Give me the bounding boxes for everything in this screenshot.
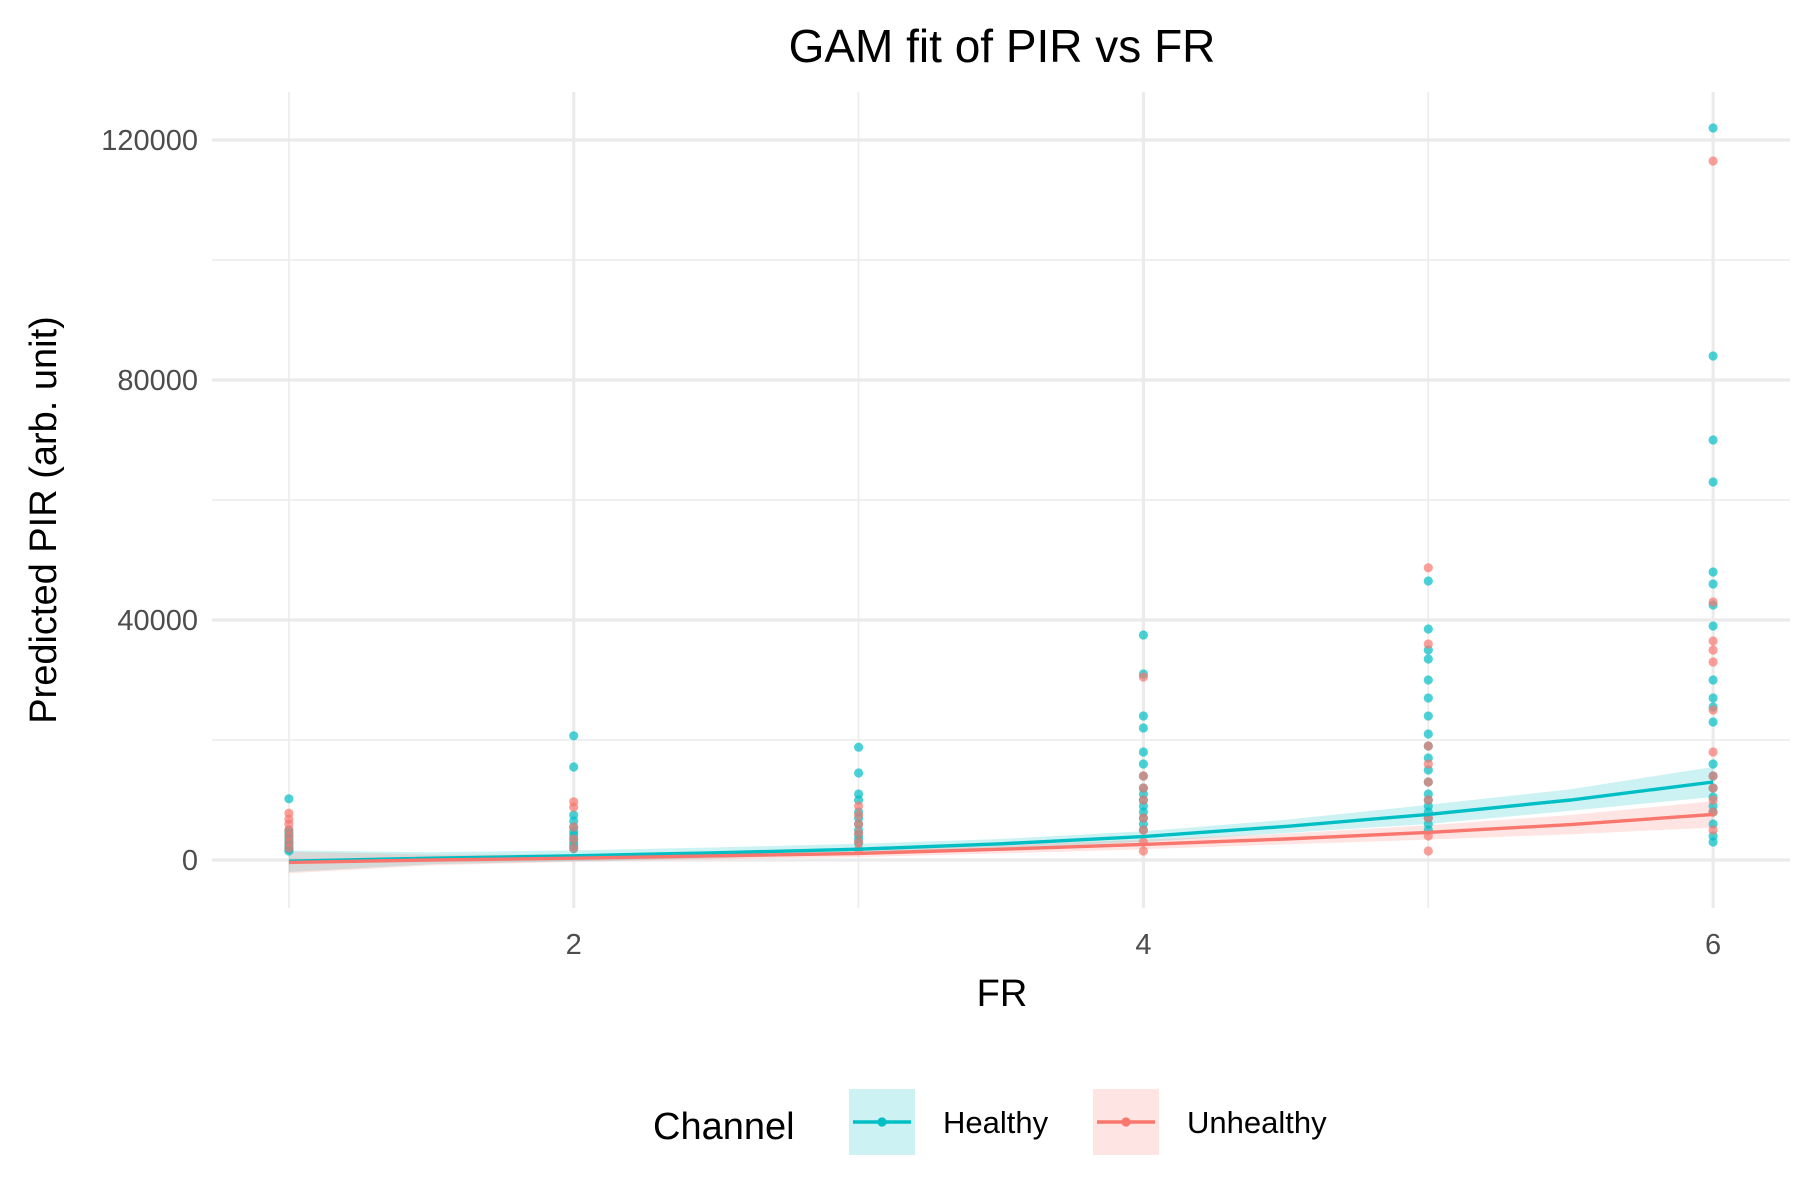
data-point-unhealthy bbox=[1138, 672, 1148, 682]
data-point-healthy bbox=[1708, 621, 1718, 631]
data-point-unhealthy bbox=[1708, 636, 1718, 646]
legend: Channel Healthy Unhealthy bbox=[653, 1089, 1327, 1155]
y-tick-label: 120000 bbox=[101, 125, 198, 157]
data-point-unhealthy bbox=[1423, 759, 1433, 769]
data-point-unhealthy bbox=[569, 843, 579, 853]
data-point-unhealthy bbox=[284, 843, 294, 853]
legend-key-healthy bbox=[849, 1089, 915, 1155]
data-point-unhealthy bbox=[1708, 657, 1718, 667]
data-point-healthy bbox=[1423, 675, 1433, 685]
grid-layer bbox=[212, 92, 1790, 908]
data-point-healthy bbox=[569, 731, 579, 741]
data-point-unhealthy bbox=[1708, 705, 1718, 715]
data-point-unhealthy bbox=[1708, 645, 1718, 655]
tick-labels: 0 40000 80000 120000 2 4 6 bbox=[101, 125, 1721, 961]
data-point-healthy bbox=[1138, 630, 1148, 640]
data-point-unhealthy bbox=[854, 819, 864, 829]
legend-label-unhealthy: Unhealthy bbox=[1187, 1105, 1327, 1140]
fit-lines bbox=[288, 780, 1714, 865]
legend-key-unhealthy bbox=[1093, 1089, 1159, 1155]
data-point-unhealthy bbox=[1138, 846, 1148, 856]
data-point-healthy bbox=[854, 742, 864, 752]
y-tick-label: 40000 bbox=[117, 605, 198, 637]
data-point-unhealthy bbox=[1423, 777, 1433, 787]
data-point-healthy bbox=[1423, 693, 1433, 703]
data-point-unhealthy bbox=[1423, 563, 1433, 573]
x-tick-label: 4 bbox=[1135, 929, 1151, 961]
data-point-healthy bbox=[1423, 624, 1433, 634]
data-point-healthy bbox=[1708, 717, 1718, 727]
legend-key-point bbox=[1121, 1117, 1131, 1127]
data-point-healthy bbox=[1708, 477, 1718, 487]
data-point-healthy bbox=[1708, 693, 1718, 703]
data-point-healthy bbox=[569, 762, 579, 772]
legend-label-healthy: Healthy bbox=[943, 1105, 1049, 1140]
chart-title: GAM fit of PIR vs FR bbox=[789, 20, 1216, 72]
data-point-healthy bbox=[284, 794, 294, 804]
data-point-healthy bbox=[1708, 123, 1718, 133]
data-point-unhealthy bbox=[1708, 795, 1718, 805]
x-tick-label: 2 bbox=[566, 929, 582, 961]
data-point-healthy bbox=[1708, 567, 1718, 577]
data-point-healthy bbox=[1708, 759, 1718, 769]
data-point-unhealthy bbox=[1423, 795, 1433, 805]
fit-line-unhealthy bbox=[288, 812, 1714, 865]
data-point-healthy bbox=[1708, 435, 1718, 445]
data-point-healthy bbox=[1423, 711, 1433, 721]
data-point-unhealthy bbox=[1708, 597, 1718, 607]
data-point-unhealthy bbox=[1423, 639, 1433, 649]
x-axis-title: FR bbox=[977, 973, 1028, 1015]
data-point-healthy bbox=[854, 768, 864, 778]
data-points bbox=[284, 123, 1718, 856]
y-tick-label: 0 bbox=[182, 845, 198, 877]
data-point-healthy bbox=[1138, 759, 1148, 769]
data-point-healthy bbox=[1708, 579, 1718, 589]
data-point-unhealthy bbox=[854, 828, 864, 838]
data-point-unhealthy bbox=[1708, 771, 1718, 781]
data-point-healthy bbox=[1138, 711, 1148, 721]
data-point-healthy bbox=[1423, 729, 1433, 739]
data-point-healthy bbox=[1708, 837, 1718, 847]
data-point-healthy bbox=[1138, 747, 1148, 757]
data-point-unhealthy bbox=[1138, 795, 1148, 805]
data-point-unhealthy bbox=[1423, 846, 1433, 856]
legend-title: Channel bbox=[653, 1106, 795, 1148]
y-axis-title: Predicted PIR (arb. unit) bbox=[23, 316, 65, 724]
x-tick-label: 6 bbox=[1705, 929, 1721, 961]
data-point-unhealthy bbox=[1423, 741, 1433, 751]
data-point-healthy bbox=[1708, 675, 1718, 685]
data-point-unhealthy bbox=[1138, 825, 1148, 835]
data-point-unhealthy bbox=[1708, 156, 1718, 166]
data-point-unhealthy bbox=[1138, 771, 1148, 781]
data-point-unhealthy bbox=[1708, 783, 1718, 793]
data-point-healthy bbox=[1423, 576, 1433, 586]
data-point-healthy bbox=[1423, 654, 1433, 664]
data-point-healthy bbox=[1138, 723, 1148, 733]
data-point-unhealthy bbox=[1708, 825, 1718, 835]
data-point-unhealthy bbox=[854, 837, 864, 847]
data-point-unhealthy bbox=[569, 802, 579, 812]
data-point-unhealthy bbox=[569, 834, 579, 844]
data-point-unhealthy bbox=[854, 810, 864, 820]
y-tick-label: 80000 bbox=[117, 365, 198, 397]
data-point-unhealthy bbox=[854, 801, 864, 811]
data-point-unhealthy bbox=[569, 822, 579, 832]
data-point-healthy bbox=[1708, 351, 1718, 361]
legend-key-point bbox=[877, 1117, 887, 1127]
data-point-unhealthy bbox=[1138, 783, 1148, 793]
fit-line-healthy bbox=[288, 780, 1714, 863]
data-point-unhealthy bbox=[1138, 813, 1148, 823]
data-point-unhealthy bbox=[1708, 747, 1718, 757]
